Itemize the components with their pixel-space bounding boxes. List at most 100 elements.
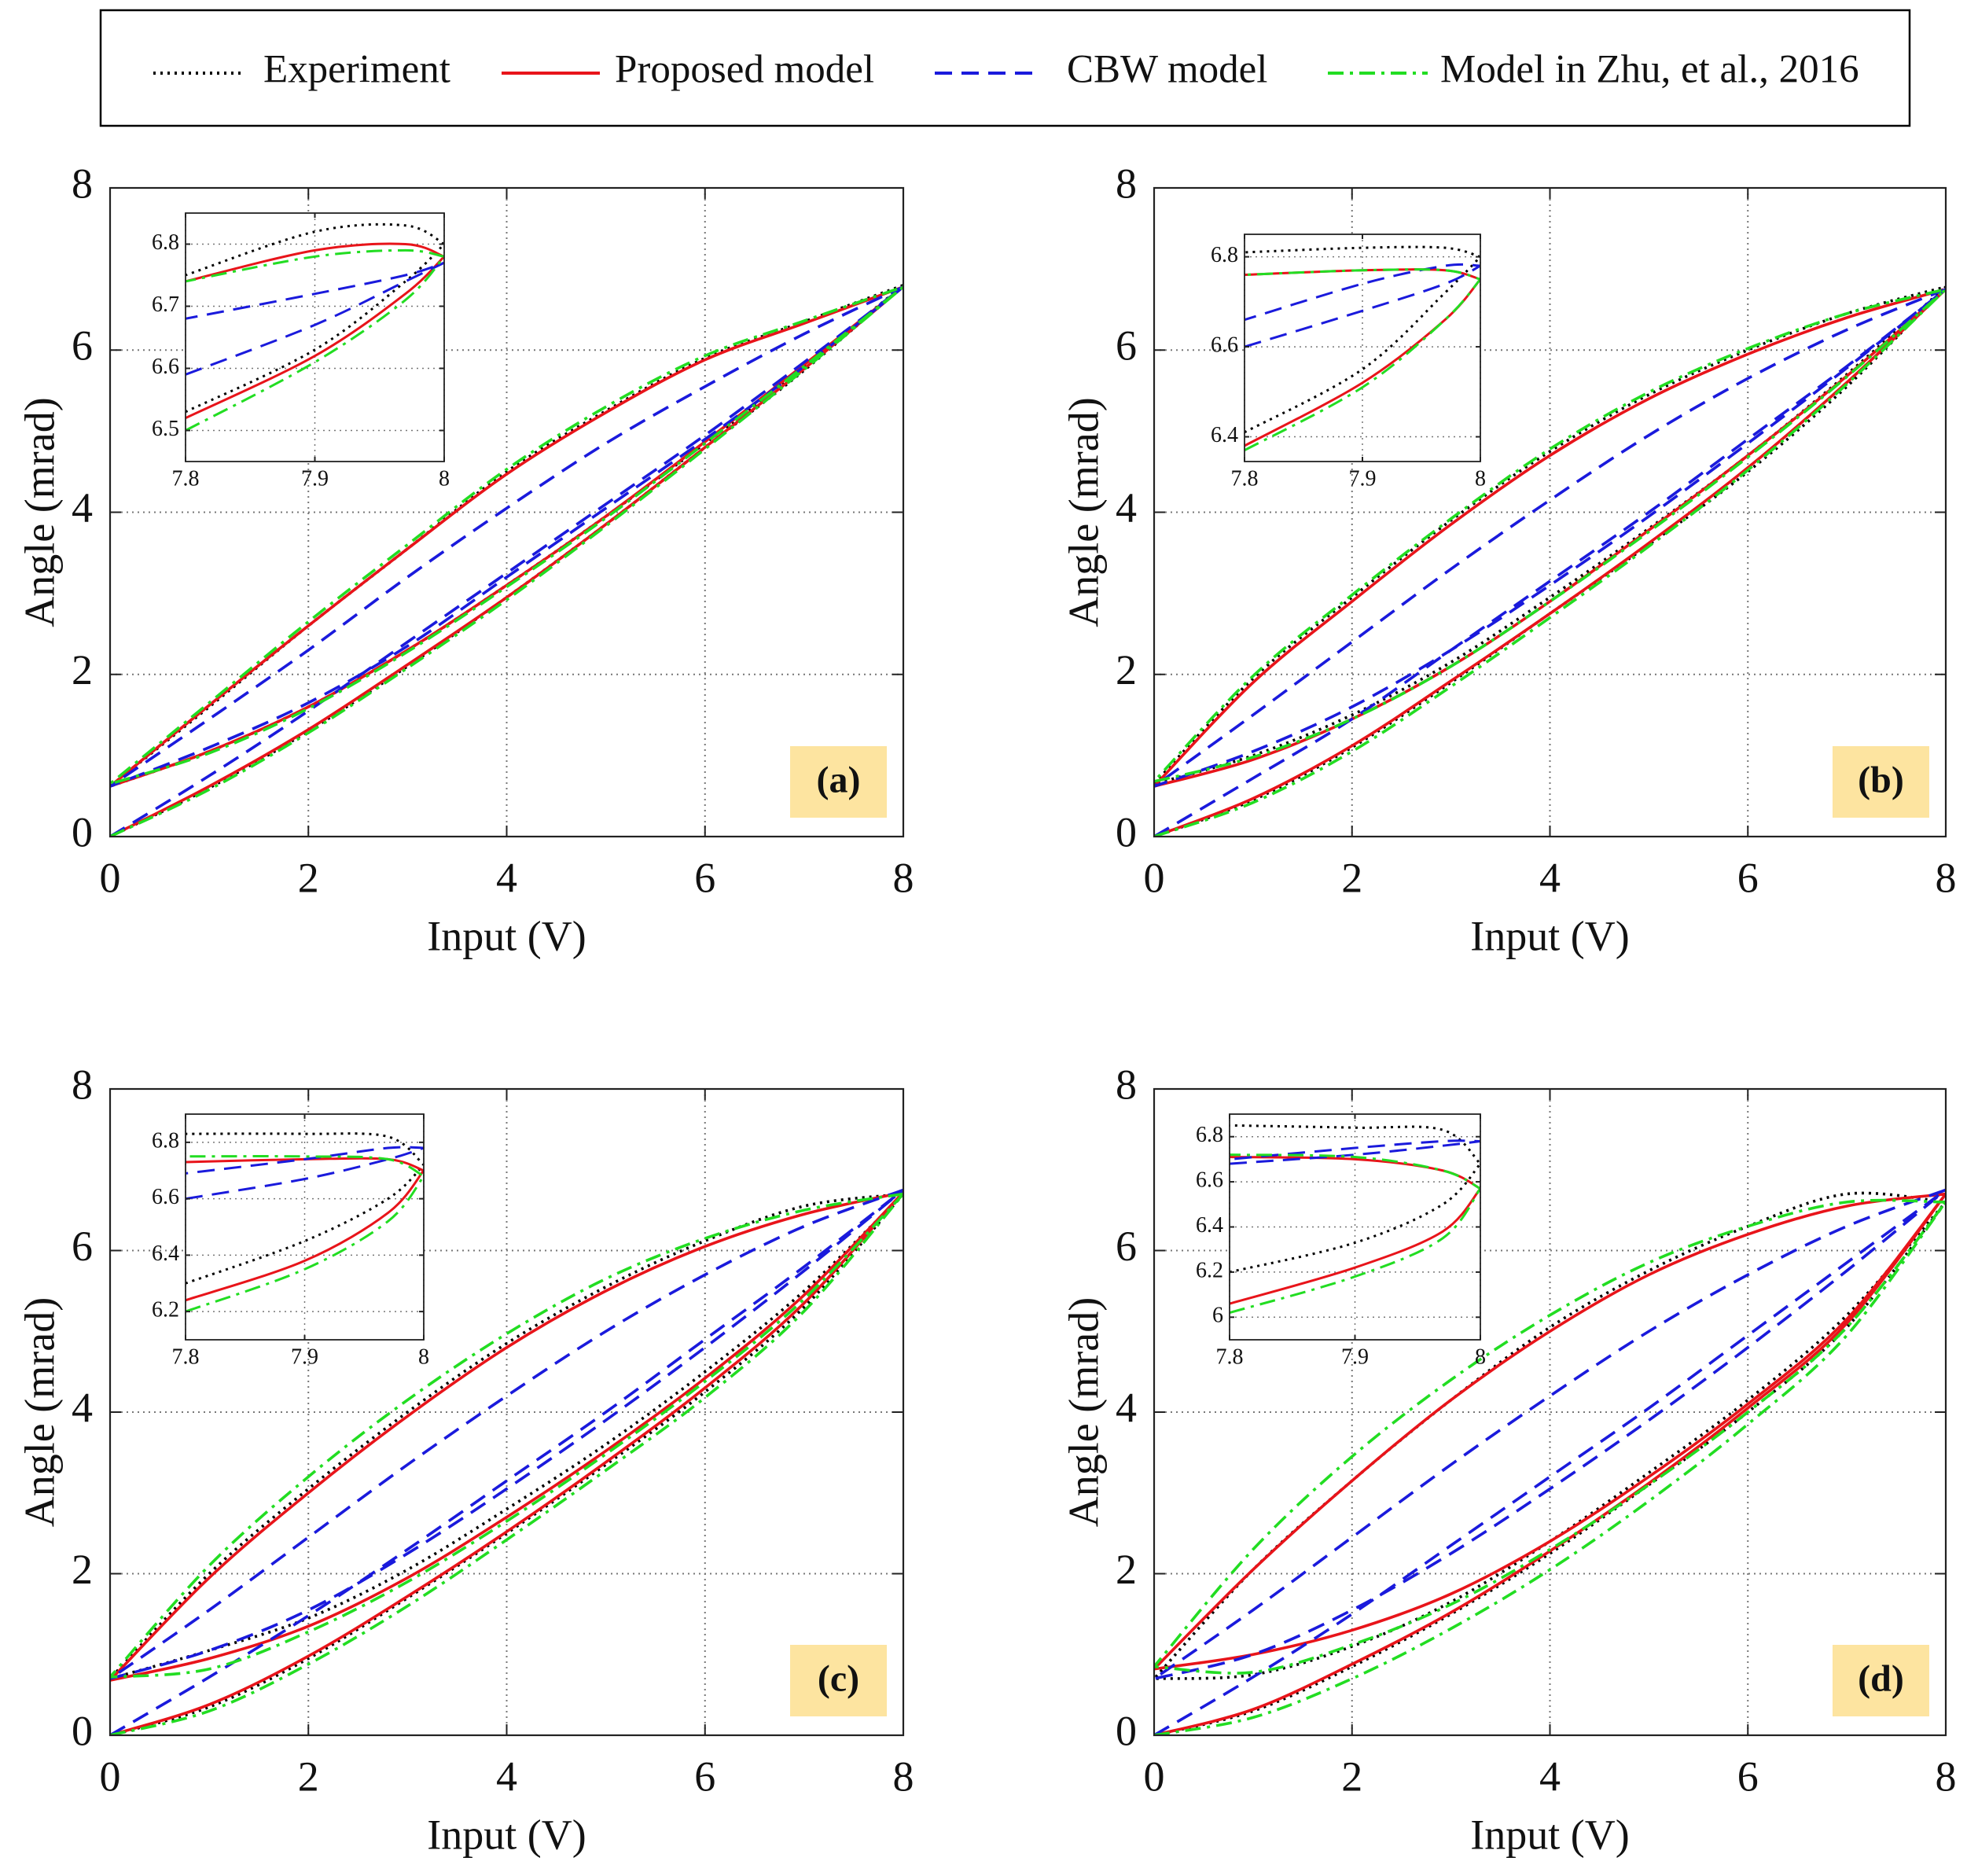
series-line [186, 248, 444, 432]
series-line [1154, 1198, 1946, 1735]
x-tick-label: 2 [1341, 1753, 1362, 1800]
series-line [110, 1188, 903, 1735]
y-tick-label: 2 [72, 646, 93, 693]
x-tick-label: 2 [298, 854, 319, 901]
y-tick-label: 6.6 [1196, 1168, 1223, 1193]
x-axis-label: Input (V) [1470, 912, 1629, 959]
series-line [110, 285, 903, 837]
series-line [1154, 288, 1946, 837]
x-tick-label: 8 [893, 854, 914, 901]
y-tick-label: 6 [72, 322, 93, 370]
x-axis-label: Input (V) [427, 1811, 586, 1858]
series-line [1154, 1188, 1946, 1735]
x-tick-label: 0 [1144, 854, 1165, 901]
series-line [110, 1192, 903, 1735]
y-tick-label: 6.8 [1196, 1123, 1223, 1147]
y-tick-label: 6 [72, 1223, 93, 1270]
y-tick-label: 6 [1116, 1223, 1137, 1270]
y-tick-label: 0 [1116, 1707, 1137, 1754]
series-line [186, 1132, 424, 1285]
y-axis-label: Angle (mrad) [1060, 1297, 1107, 1527]
y-tick-label: 6.4 [152, 1241, 179, 1266]
x-tick-label: 0 [100, 1753, 121, 1800]
x-tick-label: 8 [1475, 466, 1486, 491]
series-line [186, 1146, 424, 1201]
series-line [1245, 263, 1480, 348]
x-tick-label: 7.9 [1341, 1344, 1369, 1369]
x-tick-label: 8 [1475, 1344, 1486, 1369]
y-tick-label: 2 [72, 1546, 93, 1593]
y-tick-label: 6.7 [152, 292, 179, 317]
x-tick-label: 6 [694, 854, 715, 901]
y-tick-label: 2 [1116, 1546, 1137, 1593]
x-tick-label: 7.8 [172, 466, 200, 491]
y-tick-label: 6.2 [152, 1298, 179, 1322]
x-tick-label: 2 [298, 1753, 319, 1800]
series-line [1245, 268, 1480, 452]
x-tick-label: 8 [418, 1344, 429, 1369]
y-tick-label: 4 [1116, 484, 1137, 532]
y-tick-label: 6 [1116, 322, 1137, 370]
panel-label: (d) [1858, 1658, 1904, 1700]
legend-label: Proposed model [615, 48, 874, 92]
x-tick-label: 7.9 [291, 1344, 318, 1369]
x-axis-label: Input (V) [1470, 1811, 1629, 1858]
x-tick-label: 8 [1936, 1753, 1957, 1800]
y-axis-label: Angle (mrad) [16, 397, 63, 627]
panel-label-box [1833, 746, 1929, 818]
series-line [1230, 1153, 1480, 1315]
y-tick-label: 6.6 [152, 355, 179, 379]
series-line [186, 223, 444, 414]
panel-label: (b) [1858, 760, 1904, 801]
y-tick-label: 2 [1116, 646, 1137, 693]
series-line [1154, 285, 1946, 837]
series-line [1154, 288, 1946, 837]
x-tick-label: 8 [1936, 854, 1957, 901]
y-tick-label: 6.6 [152, 1185, 179, 1209]
y-tick-label: 6.2 [1196, 1258, 1223, 1282]
series-group [1154, 1188, 1946, 1735]
x-tick-label: 6 [1737, 1753, 1759, 1800]
x-tick-label: 4 [1539, 1753, 1561, 1800]
series-group [1154, 285, 1946, 837]
series-group [110, 1188, 903, 1735]
y-tick-label: 4 [72, 484, 93, 532]
x-tick-label: 6 [694, 1753, 715, 1800]
x-tick-label: 7.8 [1231, 466, 1259, 491]
legend-box [99, 9, 1911, 127]
y-tick-label: 6.6 [1211, 333, 1238, 357]
series-line [110, 1192, 903, 1735]
x-tick-label: 7.9 [1349, 466, 1377, 491]
y-axis-label: Angle (mrad) [16, 1297, 63, 1527]
y-tick-label: 6 [1212, 1304, 1223, 1328]
y-tick-label: 6.4 [1196, 1213, 1223, 1238]
x-tick-label: 8 [439, 466, 450, 491]
inset-background [186, 213, 444, 462]
y-tick-label: 0 [72, 1707, 93, 1754]
x-tick-label: 8 [893, 1753, 914, 1800]
x-axis-label: Input (V) [427, 912, 586, 959]
series-line [110, 285, 903, 837]
x-tick-label: 7.8 [1216, 1344, 1244, 1369]
panel-label-box [1833, 1645, 1929, 1716]
y-axis-label: Angle (mrad) [1060, 397, 1107, 627]
x-tick-label: 0 [100, 854, 121, 901]
series-line [1230, 1124, 1480, 1274]
series-line [186, 1155, 424, 1313]
x-tick-label: 6 [1737, 854, 1759, 901]
legend-label: Model in Zhu, et al., 2016 [1440, 48, 1859, 92]
y-tick-label: 0 [1116, 808, 1137, 855]
y-tick-label: 6.8 [152, 230, 179, 255]
x-tick-label: 7.8 [172, 1344, 200, 1369]
panel-label-box [790, 746, 887, 818]
y-tick-label: 6.4 [1211, 423, 1238, 447]
series-line [1154, 288, 1946, 837]
series-line [110, 283, 903, 837]
y-tick-label: 8 [1116, 160, 1137, 207]
legend-label: CBW model [1067, 48, 1267, 92]
y-tick-label: 6.5 [152, 417, 179, 441]
y-tick-label: 8 [72, 1061, 93, 1108]
legend-label: Experiment [263, 48, 450, 92]
y-tick-label: 6.8 [1211, 243, 1238, 267]
